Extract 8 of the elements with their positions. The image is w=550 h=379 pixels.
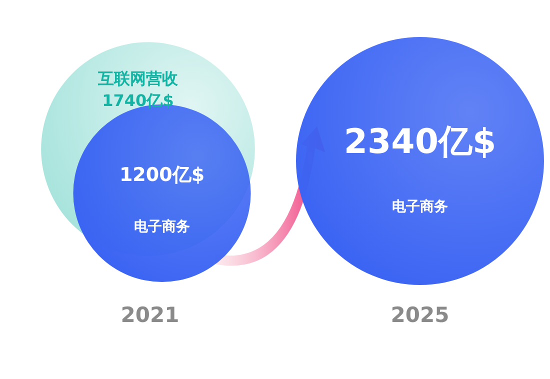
series-label: 电子商务 [134,218,190,236]
category-label: 2021 [120,303,180,327]
series-label: 互联网营收 [97,69,179,88]
data-label: 2340亿$ [344,122,496,162]
data-label: 1200亿$ [119,164,205,186]
data-label: 1740亿$ [102,91,174,110]
text: 电子商务 [392,199,448,215]
category-label: 2025 [390,303,450,327]
